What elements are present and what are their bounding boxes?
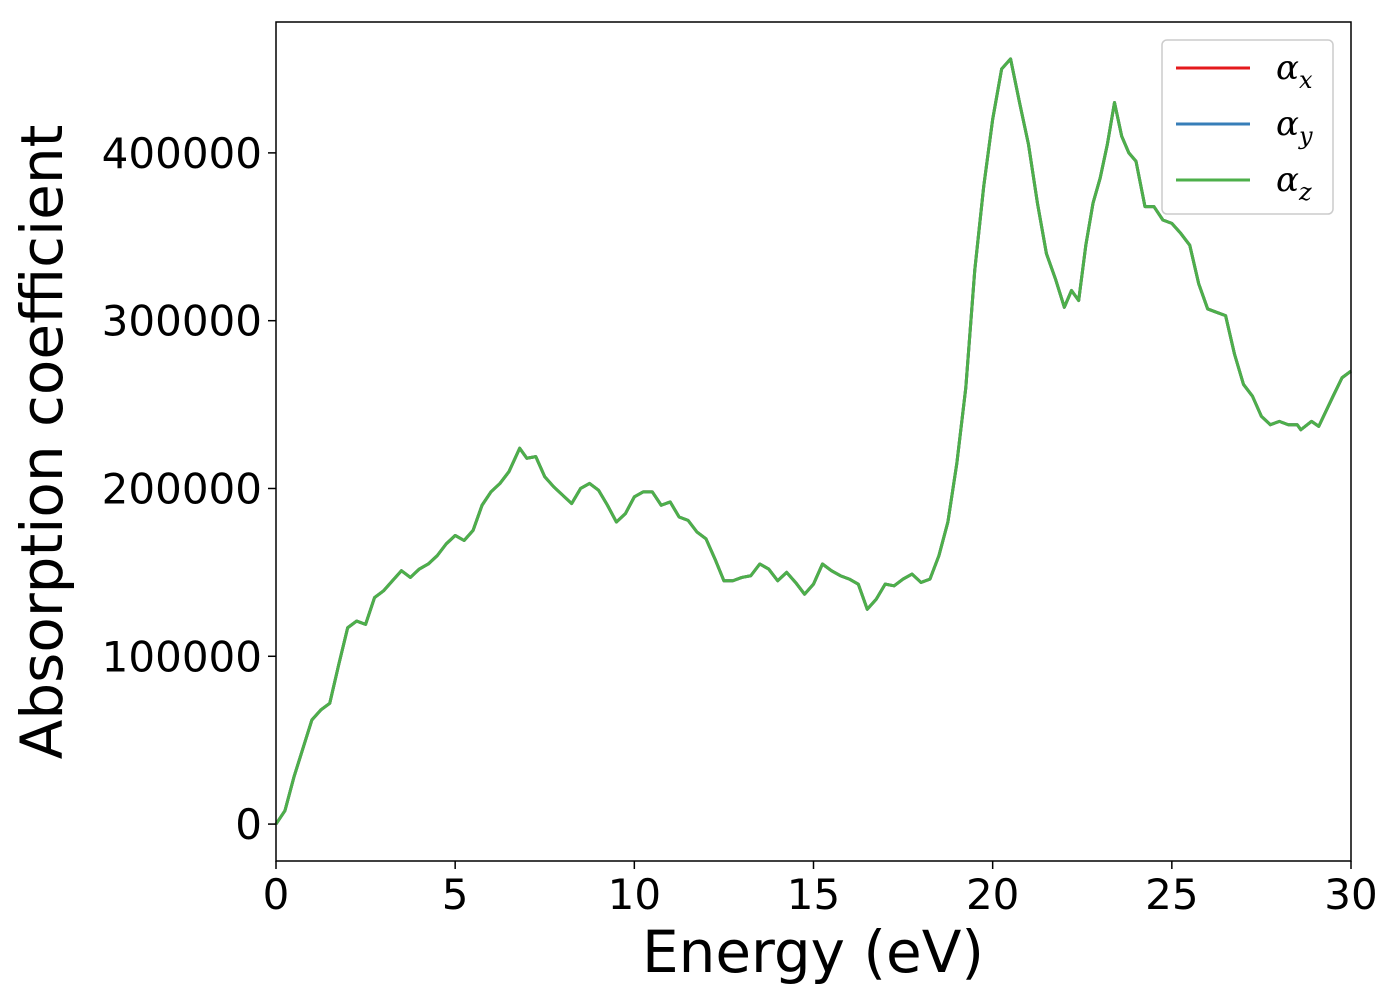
y-tick-label: 300000 — [102, 297, 262, 346]
y-axis-label: Absorption coefficient — [8, 125, 76, 760]
legend-label: αz — [1276, 160, 1312, 206]
x-tick-label: 10 — [608, 870, 661, 919]
y-tick-label: 0 — [235, 800, 262, 849]
x-tick-label: 30 — [1324, 870, 1377, 919]
legend-box — [1161, 39, 1334, 215]
y-tick-label: 200000 — [102, 464, 262, 513]
y-tick-label: 400000 — [102, 129, 262, 178]
legend-label: αy — [1276, 104, 1313, 150]
x-axis-label: Energy (eV) — [642, 918, 984, 986]
data-line — [274, 57, 1352, 825]
y-tick-label: 100000 — [102, 632, 262, 681]
x-tick-label: 15 — [787, 870, 840, 919]
x-tick-label: 0 — [263, 870, 290, 919]
plot-frame — [275, 21, 1352, 862]
x-tick-label: 20 — [966, 870, 1019, 919]
legend-label: αx — [1276, 48, 1313, 94]
x-tick-label: 5 — [442, 870, 469, 919]
x-tick-label: 25 — [1145, 870, 1198, 919]
